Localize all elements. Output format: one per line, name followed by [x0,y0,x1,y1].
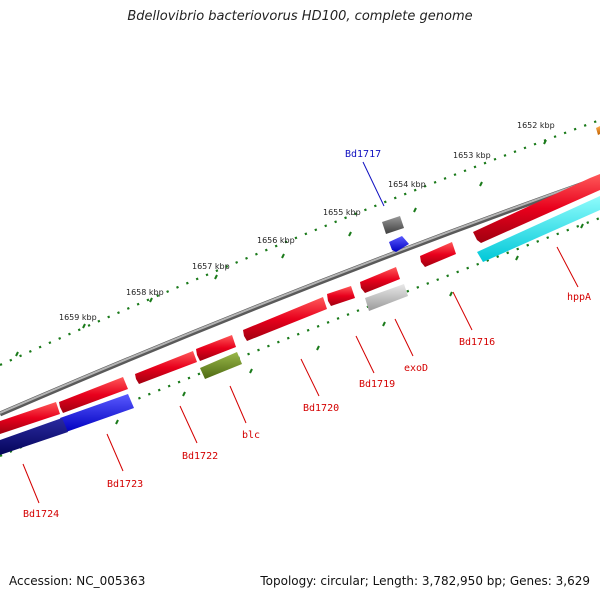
kbp-label: 1657 kbp [192,262,230,271]
inner-tick [449,291,453,297]
outer-tick [413,207,417,213]
gene-label-bd1722[interactable]: Bd1722 [182,451,218,462]
reverse-strand-genes [0,174,600,455]
gene-bd1716-feature[interactable] [420,242,456,267]
kbp-labels: 1652 kbp 1653 kbp 1654 kbp 1655 kbp 1656… [59,121,555,322]
leader-bd1720 [300,358,320,397]
gene-bd1724-feature[interactable] [0,418,68,455]
kbp-label: 1658 kbp [126,288,164,297]
gene-blc-feature[interactable] [200,352,242,379]
inner-tick [182,391,186,397]
leader-exod [394,318,414,357]
gene-label-bd1719[interactable]: Bd1719 [359,379,395,390]
outer-tick [281,253,285,259]
leader-bd1722 [179,405,198,444]
inner-tick [382,321,386,327]
outer-tick [82,323,86,329]
gene-exod-feature[interactable] [365,284,408,311]
outer-tick [479,181,483,187]
gene-hppa-feature[interactable] [473,174,600,243]
genome-summary-text: Topology: circular; Length: 3,782,950 bp… [260,574,590,588]
leader-bd1716 [452,291,473,331]
leader-blc [229,385,247,424]
gene-label-bd1720[interactable]: Bd1720 [303,403,339,414]
leader-bd1724 [22,463,40,504]
gene-orange-feature[interactable] [596,126,600,135]
outer-tick [15,351,19,357]
outer-tick [348,231,352,237]
gene-bd1723-red-feature[interactable] [59,377,128,413]
gene-cyan-feature[interactable] [477,196,600,262]
gene-labels: Bd1717 hppA Bd1716 exoD Bd1719 Bd1720 bl… [23,149,591,520]
gene-bd1720-small-feature[interactable] [327,286,355,306]
outer-tick [149,297,153,303]
gene-bd1717-feature[interactable] [382,216,404,234]
genome-backbone [0,175,600,417]
kbp-label: 1659 kbp [59,313,97,322]
gene-label-bd1724[interactable]: Bd1724 [23,509,59,520]
gene-bd1723-feature[interactable] [60,394,134,432]
gene-blue-small-feature[interactable] [389,236,409,252]
kbp-label: 1654 kbp [388,180,426,189]
gene-bd1719-feature[interactable] [360,267,400,293]
gene-label-bd1723[interactable]: Bd1723 [107,479,143,490]
inner-tick [580,223,584,229]
gene-label-blc[interactable]: blc [242,430,260,441]
forward-strand-genes [382,126,600,234]
inner-tick [115,419,119,425]
inner-tick [249,368,253,374]
gene-label-bd1717[interactable]: Bd1717 [345,149,381,160]
outer-scale-ring [0,118,600,367]
inner-tick [316,345,320,351]
map-title: Bdellovibrio bacteriovorus HD100, comple… [127,9,473,24]
leader-hppa [556,246,579,288]
kbp-label: 1655 kbp [323,208,361,217]
kbp-label: 1656 kbp [257,236,295,245]
leader-bd1723 [106,433,124,472]
outer-tick [543,139,547,145]
accession-text: Accession: NC_005363 [9,574,146,588]
gene-bd1724-red-feature[interactable] [0,402,60,434]
leader-lines [22,161,579,504]
gene-label-exod[interactable]: exoD [404,363,428,374]
gene-label-bd1716[interactable]: Bd1716 [459,337,495,348]
inner-tick [515,255,519,261]
gene-bd1720-feature[interactable] [243,297,327,341]
outer-major-ticks [15,139,547,357]
leader-bd1719 [355,335,375,374]
gene-bd1722-small-feature[interactable] [196,335,236,361]
leader-bd1717 [362,161,385,207]
gene-label-hppa[interactable]: hppA [567,292,591,303]
kbp-label: 1652 kbp [517,121,555,130]
kbp-label: 1653 kbp [453,151,491,160]
gene-bd1722-feature[interactable] [135,351,197,384]
outer-tick [214,274,218,280]
